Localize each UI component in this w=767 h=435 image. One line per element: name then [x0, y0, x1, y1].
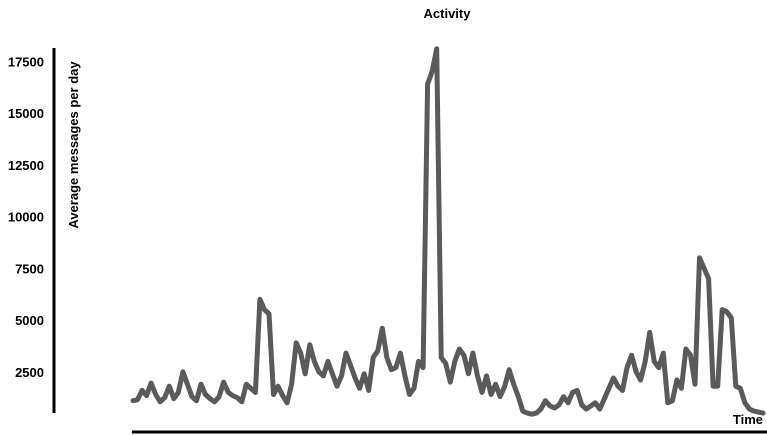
y-tick-label: 2500 — [15, 365, 44, 380]
chart-title: Activity — [424, 6, 472, 21]
y-tick-label: 17500 — [8, 54, 44, 69]
x-axis-label: Time — [733, 412, 763, 427]
series-group — [130, 46, 766, 417]
y-tick-label: 15000 — [8, 106, 44, 121]
y-axis-label: Average messages per day — [66, 61, 81, 229]
series-line — [130, 46, 766, 417]
y-tick-label: 5000 — [15, 313, 44, 328]
y-ticks: 2500 5000 7500 10000 12500 15000 17500 — [8, 54, 44, 380]
y-tick-label: 12500 — [8, 158, 44, 173]
y-tick-label: 7500 — [15, 261, 44, 276]
y-tick-label: 10000 — [8, 210, 44, 225]
